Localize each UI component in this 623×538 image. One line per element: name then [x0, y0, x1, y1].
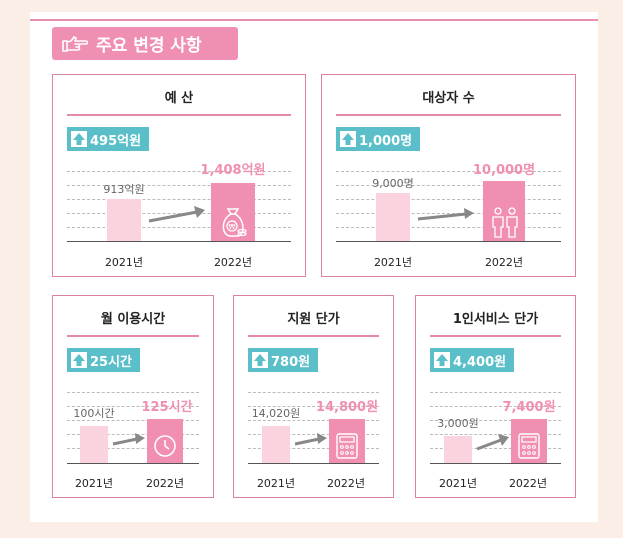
card-title: 월 이용시간	[67, 308, 199, 337]
change-value: 4,400원	[453, 354, 507, 370]
gridline	[248, 448, 379, 449]
change-value: 495억원	[90, 133, 142, 149]
gridline	[67, 199, 291, 200]
calculator-icon	[336, 433, 358, 459]
bar-2021	[80, 426, 108, 463]
people-icon	[492, 207, 518, 238]
bar-2022	[511, 419, 547, 463]
year-2021: 2021년	[74, 477, 114, 490]
gridline	[248, 392, 379, 393]
gridline	[248, 434, 379, 435]
card-title: 1인서비스 단가	[430, 308, 561, 337]
arrow-up-icon	[434, 352, 450, 368]
value-2022: 14,800원	[315, 400, 379, 415]
gridline	[67, 171, 291, 172]
year-2022: 2022년	[213, 256, 253, 269]
card-recipients: 대상자 수 1,000명 9,000명 10,000명 2021년 2022년	[321, 74, 576, 277]
gridline	[430, 434, 561, 435]
arrow-up-icon	[340, 131, 356, 147]
value-2022: 1,408억원	[200, 163, 266, 178]
change-value: 780원	[271, 354, 311, 370]
gridline	[430, 420, 561, 421]
value-2022: 10,000명	[472, 163, 536, 178]
gridline	[67, 406, 199, 407]
section-title: 주요 변경 사항	[96, 36, 202, 56]
change-badge: 1,000명	[336, 127, 421, 151]
baseline	[67, 463, 199, 464]
top-divider	[30, 19, 598, 21]
value-2022: 7,400원	[502, 400, 556, 415]
arrow-right-icon	[294, 433, 327, 446]
arrow-right-icon	[476, 434, 509, 451]
gridline	[67, 434, 199, 435]
gridline	[336, 199, 561, 200]
change-badge: 4,400원	[430, 348, 515, 372]
gridline	[67, 392, 199, 393]
bar-2021	[376, 193, 410, 241]
year-2022: 2022년	[484, 256, 524, 269]
change-value: 25시간	[90, 354, 133, 370]
baseline	[430, 463, 561, 464]
gridline	[67, 420, 199, 421]
card-monthly-hours: 월 이용시간 25시간 100시간 125시간 2021년 2022년	[52, 295, 214, 498]
change-badge: 495억원	[67, 127, 150, 151]
card-per-person-rate: 1인서비스 단가 4,400원 3,000원 7,400원 2021년 2022…	[415, 295, 576, 498]
gridline	[430, 406, 561, 407]
gridline	[248, 420, 379, 421]
gridline	[67, 448, 199, 449]
change-value: 1,000명	[359, 133, 413, 149]
gridline	[336, 213, 561, 214]
year-2021: 2021년	[438, 477, 478, 490]
arrow-up-icon	[71, 352, 87, 368]
value-2021: 14,020원	[251, 407, 301, 420]
value-2021: 913억원	[103, 183, 145, 196]
gridline	[430, 448, 561, 449]
section-title-tag: 주요 변경 사항	[52, 27, 238, 60]
year-2022: 2022년	[145, 477, 185, 490]
gridline	[248, 406, 379, 407]
value-2021: 100시간	[73, 407, 115, 420]
gridline	[336, 171, 561, 172]
card-title: 대상자 수	[336, 87, 561, 116]
change-badge: 25시간	[67, 348, 141, 372]
year-2022: 2022년	[326, 477, 366, 490]
money-bag-icon: ₩	[222, 208, 247, 237]
year-2021: 2021년	[373, 256, 413, 269]
gridline	[430, 392, 561, 393]
card-budget: 예 산 495억원 913억원 1,408억원 ₩ 2021년 2022년	[52, 74, 306, 277]
bar-2022	[483, 181, 525, 241]
pointing-hand-icon	[62, 35, 88, 52]
value-2022: 125시간	[141, 400, 193, 415]
card-title: 지원 단가	[248, 308, 379, 337]
gridline	[67, 213, 291, 214]
year-2022: 2022년	[508, 477, 548, 490]
value-2021: 9,000명	[372, 177, 414, 190]
gridline	[67, 227, 291, 228]
gridline	[67, 185, 291, 186]
year-2021: 2021년	[104, 256, 144, 269]
arrow-right-icon	[417, 208, 474, 221]
gridline	[336, 185, 561, 186]
bar-2022	[329, 419, 365, 463]
arrow-up-icon	[71, 131, 87, 147]
gridline	[336, 227, 561, 228]
bar-2021	[107, 199, 141, 241]
svg-text:₩: ₩	[229, 223, 236, 231]
clock-icon	[154, 435, 176, 457]
card-support-rate: 지원 단가 780원 14,020원 14,800원 2021년 2022년	[233, 295, 394, 498]
arrow-right-icon	[112, 433, 145, 446]
year-2021: 2021년	[256, 477, 296, 490]
baseline	[336, 241, 561, 242]
baseline	[248, 463, 379, 464]
baseline	[67, 241, 291, 242]
card-title: 예 산	[67, 87, 291, 116]
bar-2021	[444, 436, 472, 463]
bar-2021	[262, 426, 290, 463]
arrow-right-icon	[148, 206, 205, 223]
value-2021: 3,000원	[437, 417, 479, 430]
arrow-up-icon	[252, 352, 268, 368]
calculator-icon	[518, 433, 540, 459]
change-badge: 780원	[248, 348, 319, 372]
